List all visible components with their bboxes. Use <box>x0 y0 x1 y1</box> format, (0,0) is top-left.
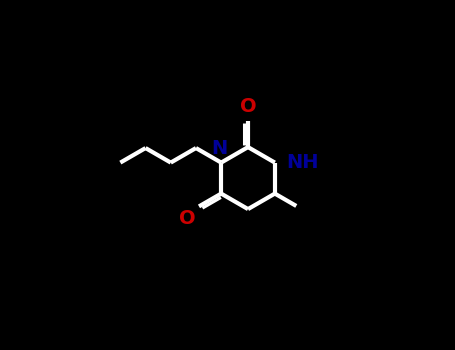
Text: NH: NH <box>286 153 318 172</box>
Text: O: O <box>240 97 256 116</box>
Text: O: O <box>179 209 196 228</box>
Text: N: N <box>211 139 228 158</box>
